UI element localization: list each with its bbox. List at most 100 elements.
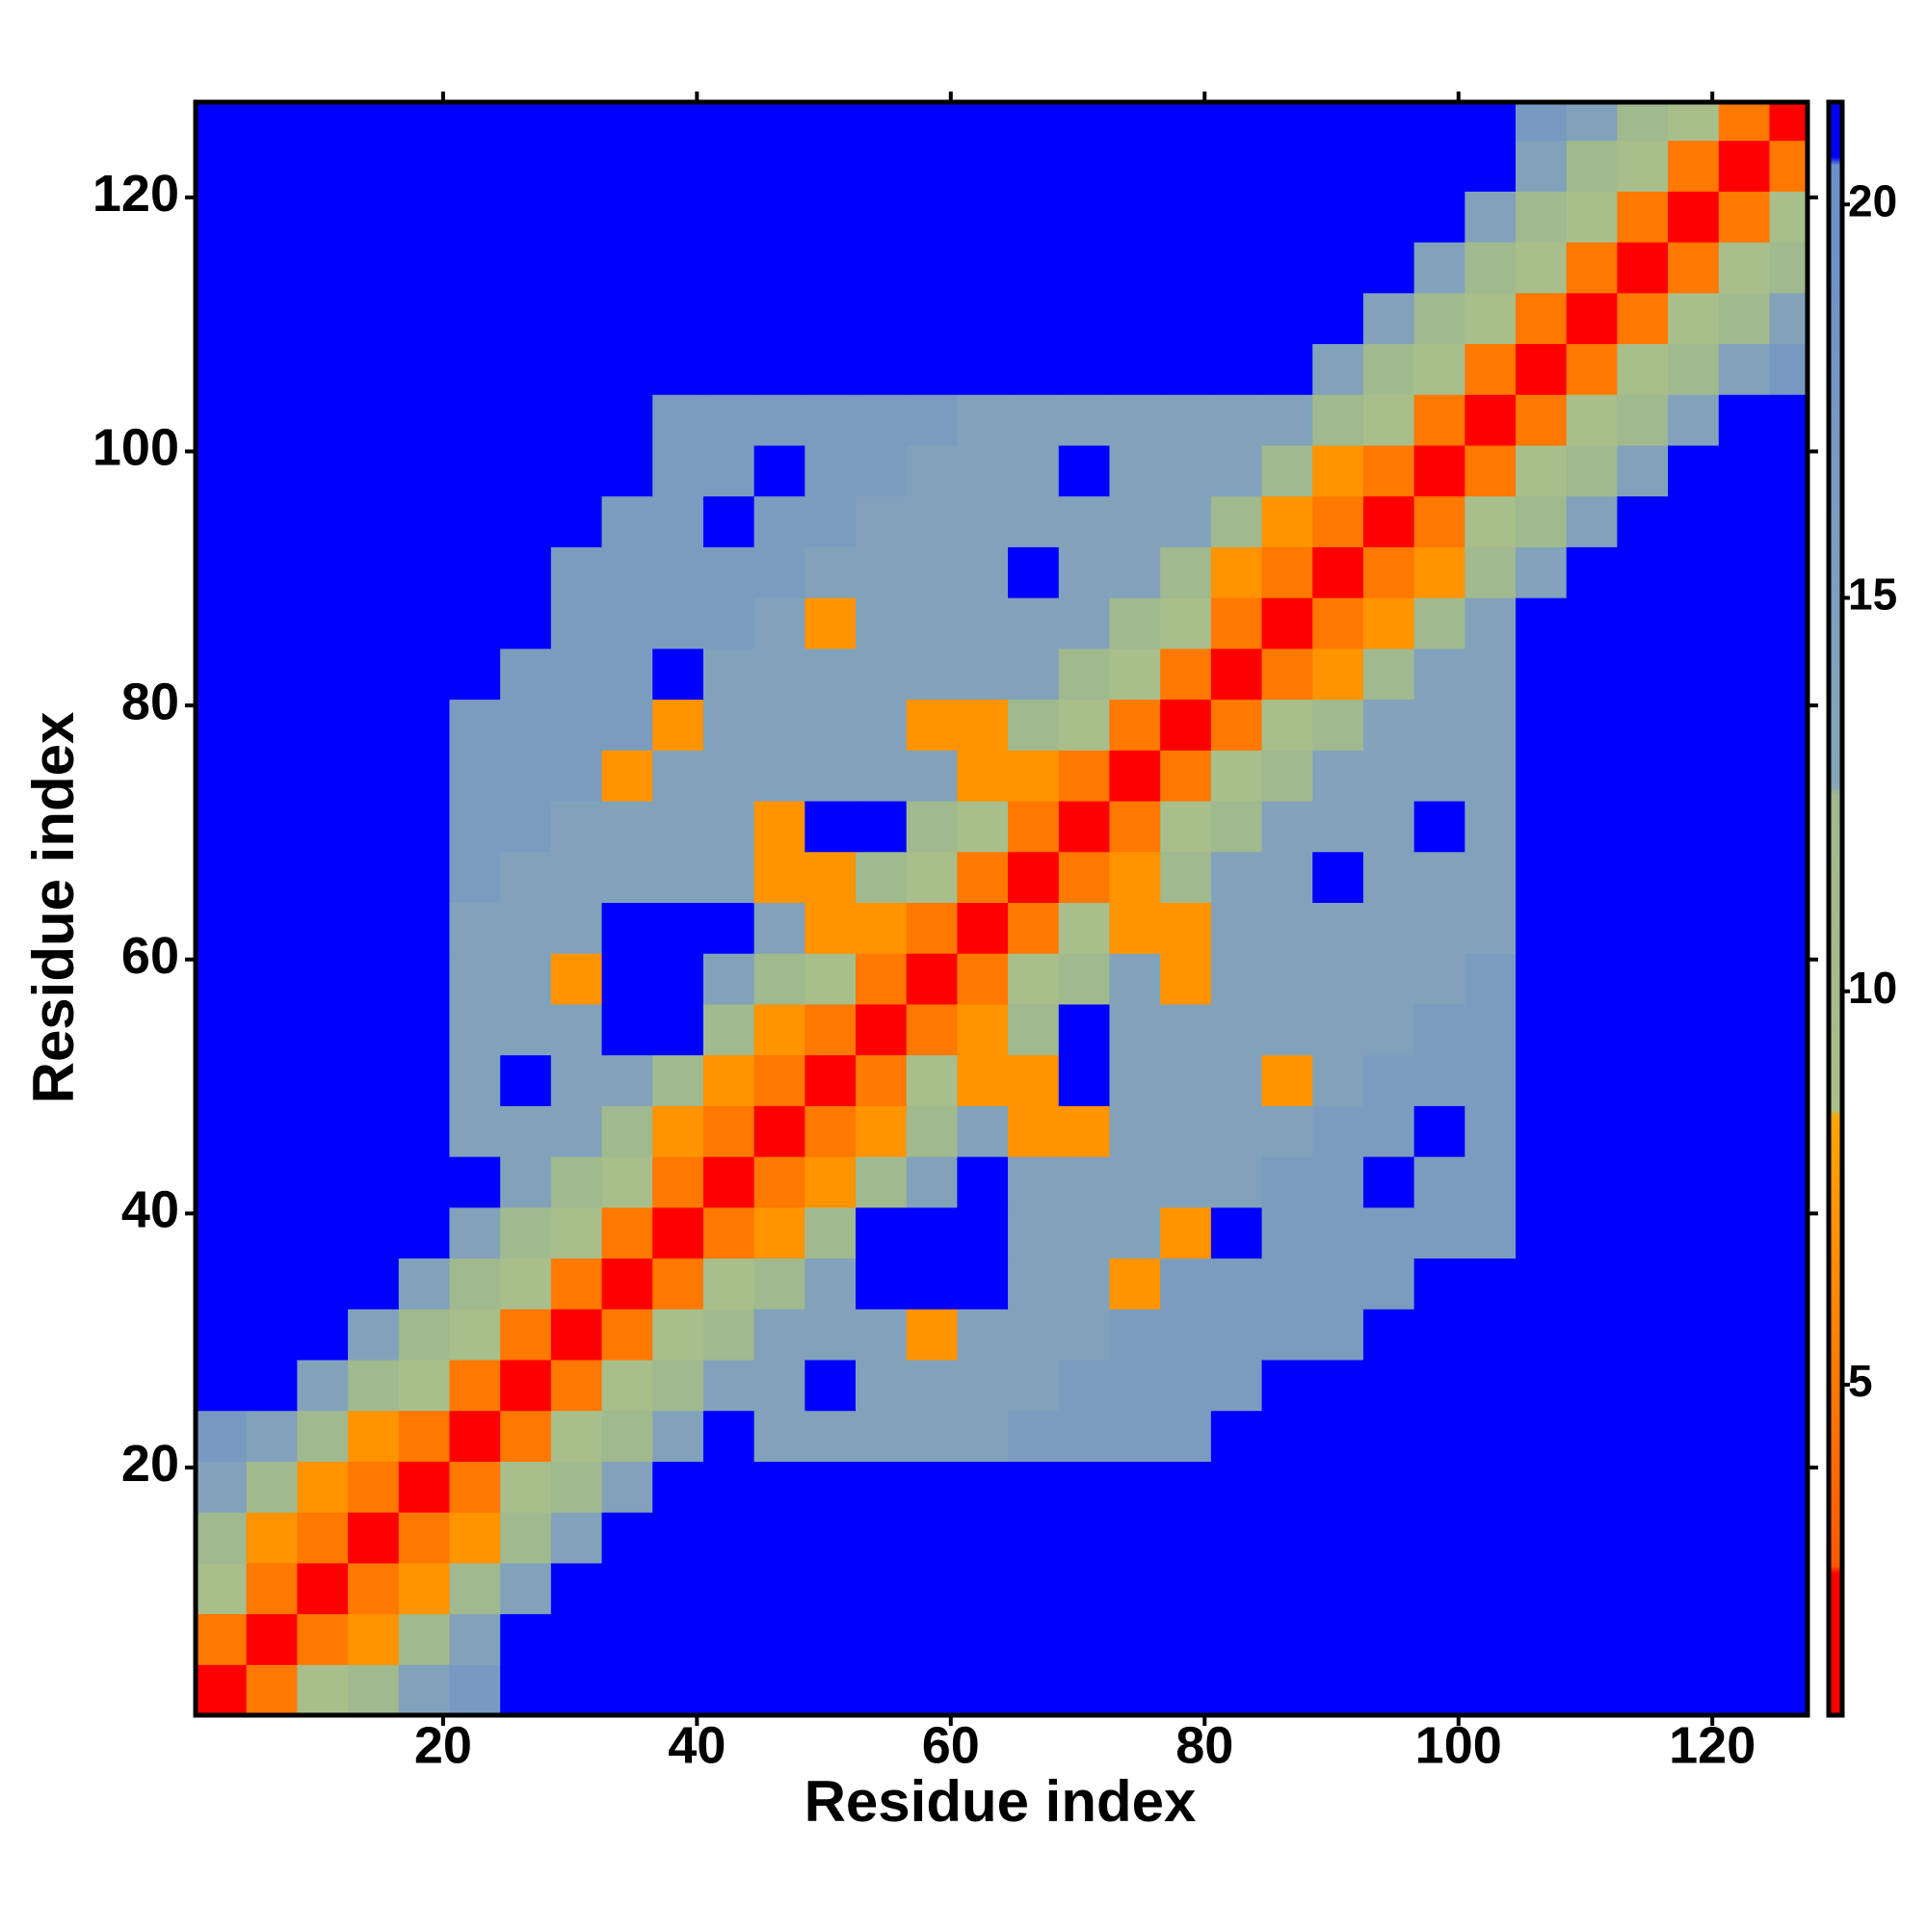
heatmap-cell	[1769, 699, 1808, 751]
colorbar	[1826, 99, 1845, 1718]
heatmap-cell	[753, 1512, 805, 1564]
heatmap-cell	[652, 1257, 704, 1310]
heatmap-cell	[1617, 1359, 1669, 1412]
x-axis-title: Residue index	[805, 1769, 1197, 1834]
heatmap-cell	[1362, 750, 1415, 802]
heatmap-cell	[805, 292, 857, 345]
y-tick-label: 80	[121, 673, 179, 730]
heatmap-cell	[1362, 1105, 1415, 1157]
heatmap-cell	[297, 241, 349, 294]
heatmap-cell	[856, 902, 908, 954]
heatmap-cell	[957, 1054, 1009, 1106]
heatmap-cell	[348, 546, 400, 598]
heatmap-cell	[1362, 292, 1415, 345]
heatmap-cell	[601, 1512, 653, 1564]
heatmap-cell	[1769, 1562, 1808, 1615]
heatmap-cell	[906, 546, 958, 598]
heatmap-cell	[702, 1410, 755, 1462]
heatmap-cell	[1109, 597, 1161, 649]
heatmap-cell	[856, 495, 908, 547]
heatmap-cell	[1008, 648, 1060, 701]
heatmap-cell	[1058, 1309, 1111, 1361]
heatmap-cell	[449, 343, 501, 395]
heatmap-cell	[1058, 1562, 1111, 1615]
heatmap-cell	[449, 1664, 501, 1716]
heatmap-cell	[449, 699, 501, 751]
heatmap-cell	[297, 495, 349, 547]
heatmap-cell	[1668, 102, 1720, 142]
heatmap-cell	[348, 1512, 400, 1564]
heatmap-cell	[1261, 902, 1313, 954]
heatmap-cell	[297, 1156, 349, 1208]
heatmap-cell	[1312, 241, 1364, 294]
heatmap-cell	[1769, 241, 1808, 294]
heatmap-cell	[702, 597, 755, 649]
heatmap-cell	[1210, 1359, 1263, 1412]
heatmap-cell	[702, 1054, 755, 1106]
heatmap-cell	[753, 1054, 805, 1106]
heatmap-cell	[1769, 800, 1808, 853]
heatmap-cell	[1109, 1206, 1161, 1259]
heatmap-cell	[805, 1410, 857, 1462]
heatmap-cell	[1312, 1156, 1364, 1208]
heatmap-cell	[1413, 648, 1465, 701]
heatmap-cell	[1413, 1003, 1465, 1056]
heatmap-cell	[702, 1461, 755, 1513]
heatmap-cell	[196, 1309, 248, 1361]
heatmap-cell	[805, 1664, 857, 1716]
heatmap-cell	[1261, 1309, 1313, 1361]
heatmap-cell	[1465, 851, 1517, 904]
heatmap-cell	[1160, 1206, 1212, 1259]
heatmap-cell	[1617, 292, 1669, 345]
heatmap-cell	[601, 800, 653, 853]
heatmap-cell	[906, 241, 958, 294]
heatmap-cell	[1769, 1309, 1808, 1361]
heatmap-cell	[1160, 851, 1212, 904]
heatmap-cell	[652, 750, 704, 802]
heatmap-cell	[702, 800, 755, 853]
heatmap-cell	[1362, 1206, 1415, 1259]
heatmap-cell	[1566, 1664, 1619, 1716]
heatmap-cell	[246, 1156, 298, 1208]
heatmap-cell	[906, 1003, 958, 1056]
heatmap-cell	[1008, 241, 1060, 294]
heatmap-cell	[1058, 191, 1111, 243]
heatmap-cell	[1261, 1156, 1313, 1208]
heatmap-cell	[1769, 1105, 1808, 1157]
heatmap-cell	[348, 902, 400, 954]
heatmap-cell	[449, 444, 501, 497]
heatmap-cell	[1769, 1003, 1808, 1056]
heatmap-cell	[957, 648, 1009, 701]
heatmap-cell	[246, 1461, 298, 1513]
heatmap-cell	[1261, 394, 1313, 446]
heatmap-cell	[906, 800, 958, 853]
heatmap-cell	[1058, 1512, 1111, 1564]
heatmap-cell	[1516, 1359, 1568, 1412]
y-tick-label: 60	[121, 927, 179, 985]
heatmap-cell	[652, 902, 704, 954]
heatmap-cell	[1210, 102, 1263, 142]
heatmap-cell	[957, 1359, 1009, 1412]
heatmap-cell	[652, 953, 704, 1005]
x-tick-label: 120	[1669, 1716, 1755, 1774]
heatmap-cell	[1008, 343, 1060, 395]
heatmap-cell	[1566, 800, 1619, 853]
heatmap-cell	[601, 1054, 653, 1106]
heatmap-cell	[196, 191, 248, 243]
heatmap-cell	[1668, 597, 1720, 649]
heatmap-cell	[1109, 343, 1161, 395]
heatmap-cell	[906, 102, 958, 142]
heatmap-cell	[1008, 292, 1060, 345]
heatmap-cell	[652, 1003, 704, 1056]
heatmap-cell	[601, 1562, 653, 1615]
heatmap-cell	[1413, 699, 1465, 751]
heatmap-cell	[601, 292, 653, 345]
heatmap-cell	[1362, 343, 1415, 395]
heatmap-cell	[957, 1410, 1009, 1462]
heatmap-cell	[856, 1003, 908, 1056]
heatmap-cell	[1058, 343, 1111, 395]
heatmap-cell	[1008, 1105, 1060, 1157]
heatmap-cell	[753, 953, 805, 1005]
heatmap-cell	[957, 292, 1009, 345]
heatmap-cell	[1261, 750, 1313, 802]
